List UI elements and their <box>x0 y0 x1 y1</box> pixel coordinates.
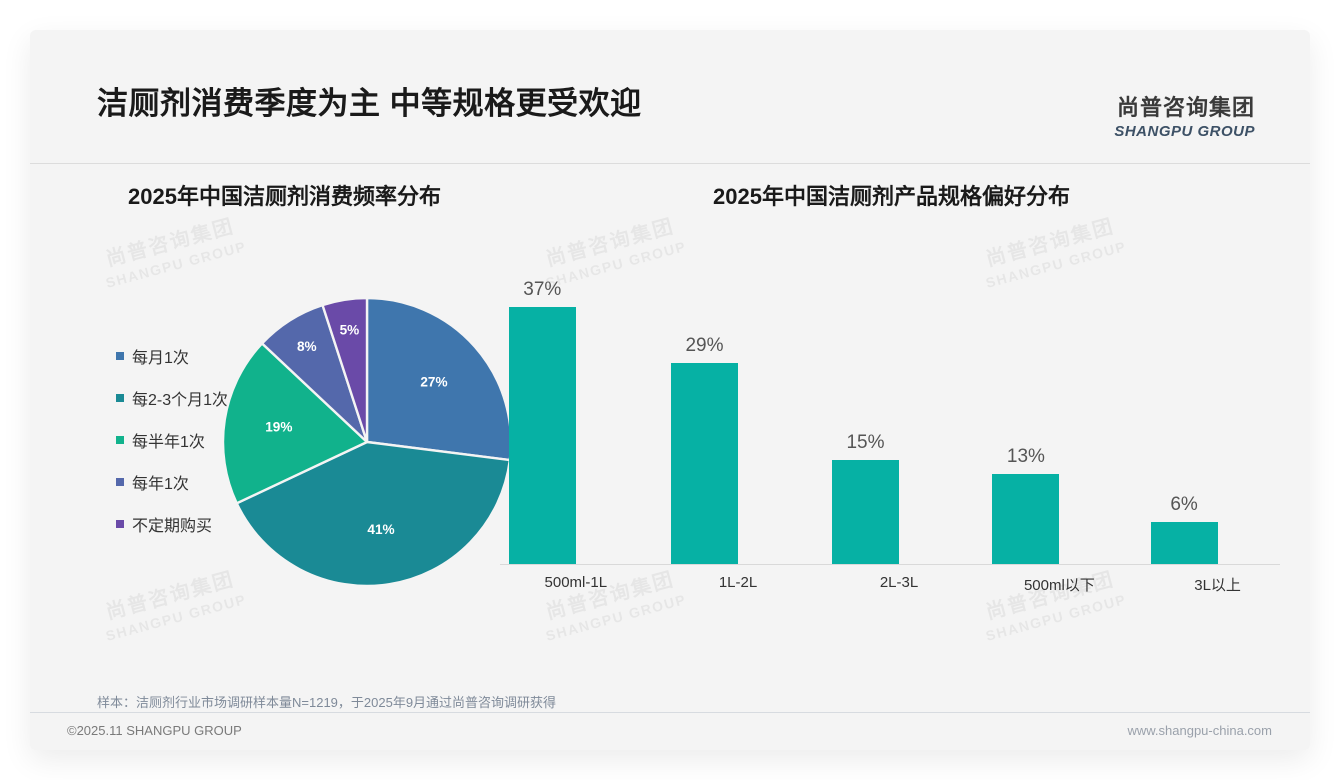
svg-text:5%: 5% <box>340 323 360 338</box>
svg-text:8%: 8% <box>297 339 317 354</box>
svg-text:27%: 27% <box>420 375 447 390</box>
svg-text:41%: 41% <box>367 522 394 537</box>
svg-text:19%: 19% <box>265 420 292 435</box>
